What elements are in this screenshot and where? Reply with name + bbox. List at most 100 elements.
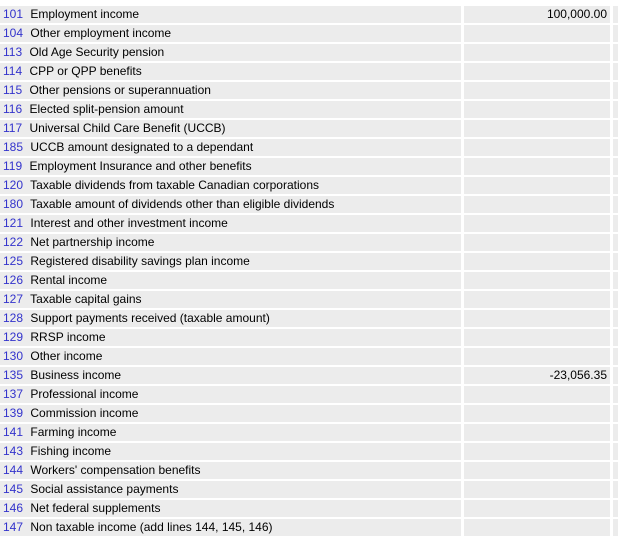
income-row: 117 Universal Child Care Benefit (UCCB) [0, 120, 618, 137]
row-extra-cell [613, 310, 618, 327]
row-extra-cell [613, 44, 618, 61]
line-number: 145 [3, 482, 24, 496]
line-number: 185 [3, 140, 24, 154]
row-extra-cell [613, 196, 618, 213]
income-row: 145 Social assistance payments [0, 481, 618, 498]
row-value-field[interactable] [464, 348, 610, 365]
row-label: Rental income [27, 273, 108, 287]
row-value-field[interactable] [464, 291, 610, 308]
line-number: 147 [3, 520, 24, 534]
row-description-cell: 143 Fishing income [0, 443, 461, 460]
row-value-field[interactable] [464, 519, 610, 536]
row-value-field[interactable] [464, 82, 610, 99]
income-row: 137 Professional income [0, 386, 618, 403]
line-number: 121 [3, 216, 24, 230]
row-extra-cell [613, 101, 618, 118]
row-value-field[interactable] [464, 234, 610, 251]
line-number: 139 [3, 406, 24, 420]
row-value-field[interactable] [464, 500, 610, 517]
row-value-field[interactable] [464, 424, 610, 441]
row-value-field[interactable]: -23,056.35 [464, 367, 610, 384]
row-label: Support payments received (taxable amoun… [27, 311, 270, 325]
line-number: 115 [3, 83, 23, 97]
line-number: 120 [3, 178, 24, 192]
row-value-field[interactable] [464, 272, 610, 289]
income-row: 180 Taxable amount of dividends other th… [0, 196, 618, 213]
row-value-field[interactable] [464, 386, 610, 403]
row-value-field[interactable] [464, 481, 610, 498]
row-description-cell: 126 Rental income [0, 272, 461, 289]
row-extra-cell [613, 253, 618, 270]
row-description-cell: 127 Taxable capital gains [0, 291, 461, 308]
income-row: 113 Old Age Security pension [0, 44, 618, 61]
row-label: RRSP income [27, 330, 106, 344]
row-value-field[interactable] [464, 405, 610, 422]
line-number: 113 [3, 45, 23, 59]
line-number: 122 [3, 235, 24, 249]
section-expand-icon[interactable]: ✚ [2, 0, 14, 5]
row-label: Net partnership income [27, 235, 155, 249]
row-description-cell: 137 Professional income [0, 386, 461, 403]
row-value-field[interactable] [464, 101, 610, 118]
row-value-field[interactable] [464, 63, 610, 80]
income-row: 114 CPP or QPP benefits [0, 63, 618, 80]
row-label: Interest and other investment income [27, 216, 228, 230]
row-description-cell: 104 Other employment income [0, 25, 461, 42]
row-label: Fishing income [27, 444, 112, 458]
row-value-field[interactable] [464, 120, 610, 137]
row-extra-cell [613, 139, 618, 156]
row-description-cell: 113 Old Age Security pension [0, 44, 461, 61]
row-value-field[interactable] [464, 158, 610, 175]
row-extra-cell [613, 63, 618, 80]
line-number: 127 [3, 292, 24, 306]
row-label: Taxable amount of dividends other than e… [27, 197, 335, 211]
row-description-cell: 146 Net federal supplements [0, 500, 461, 517]
row-label: Other income [27, 349, 103, 363]
row-value-field[interactable] [464, 139, 610, 156]
row-label: Farming income [27, 425, 117, 439]
row-extra-cell [613, 367, 618, 384]
row-label: Employment Insurance and other benefits [26, 159, 252, 173]
row-description-cell: 147 Non taxable income (add lines 144, 1… [0, 519, 461, 536]
row-label: Social assistance payments [27, 482, 179, 496]
row-label: Net federal supplements [27, 501, 161, 515]
income-row: 146 Net federal supplements [0, 500, 618, 517]
row-extra-cell [613, 443, 618, 460]
row-value-field[interactable] [464, 215, 610, 232]
income-row: 101 Employment income 100,000.00 [0, 6, 618, 23]
row-value-field[interactable] [464, 196, 610, 213]
row-description-cell: 125 Registered disability savings plan i… [0, 253, 461, 270]
row-extra-cell [613, 500, 618, 517]
row-extra-cell [613, 6, 618, 23]
row-description-cell: 119 Employment Insurance and other benef… [0, 158, 461, 175]
income-row: 185 UCCB amount designated to a dependan… [0, 139, 618, 156]
row-value-field[interactable] [464, 310, 610, 327]
row-label: CPP or QPP benefits [26, 64, 142, 78]
line-number: 116 [3, 102, 23, 116]
income-row: 130 Other income [0, 348, 618, 365]
row-extra-cell [613, 82, 618, 99]
row-label: Employment income [27, 7, 140, 21]
row-value-field[interactable] [464, 462, 610, 479]
row-value-field[interactable] [464, 25, 610, 42]
row-description-cell: 185 UCCB amount designated to a dependan… [0, 139, 461, 156]
row-description-cell: 116 Elected split-pension amount [0, 101, 461, 118]
row-value-field[interactable] [464, 443, 610, 460]
row-value-field[interactable] [464, 253, 610, 270]
row-label: Business income [27, 368, 122, 382]
row-value-field[interactable] [464, 329, 610, 346]
row-extra-cell [613, 386, 618, 403]
row-label: Professional income [27, 387, 139, 401]
income-row: 115 Other pensions or superannuation [0, 82, 618, 99]
line-number: 101 [3, 7, 24, 21]
income-row: 144 Workers' compensation benefits [0, 462, 618, 479]
line-number: 146 [3, 501, 24, 515]
row-value-field[interactable]: 100,000.00 [464, 6, 610, 23]
income-row: 120 Taxable dividends from taxable Canad… [0, 177, 618, 194]
row-label: Registered disability savings plan incom… [27, 254, 250, 268]
row-value-field[interactable] [464, 177, 610, 194]
income-row: 121 Interest and other investment income [0, 215, 618, 232]
line-number: 119 [3, 159, 23, 173]
income-row: 125 Registered disability savings plan i… [0, 253, 618, 270]
row-value-field[interactable] [464, 44, 610, 61]
